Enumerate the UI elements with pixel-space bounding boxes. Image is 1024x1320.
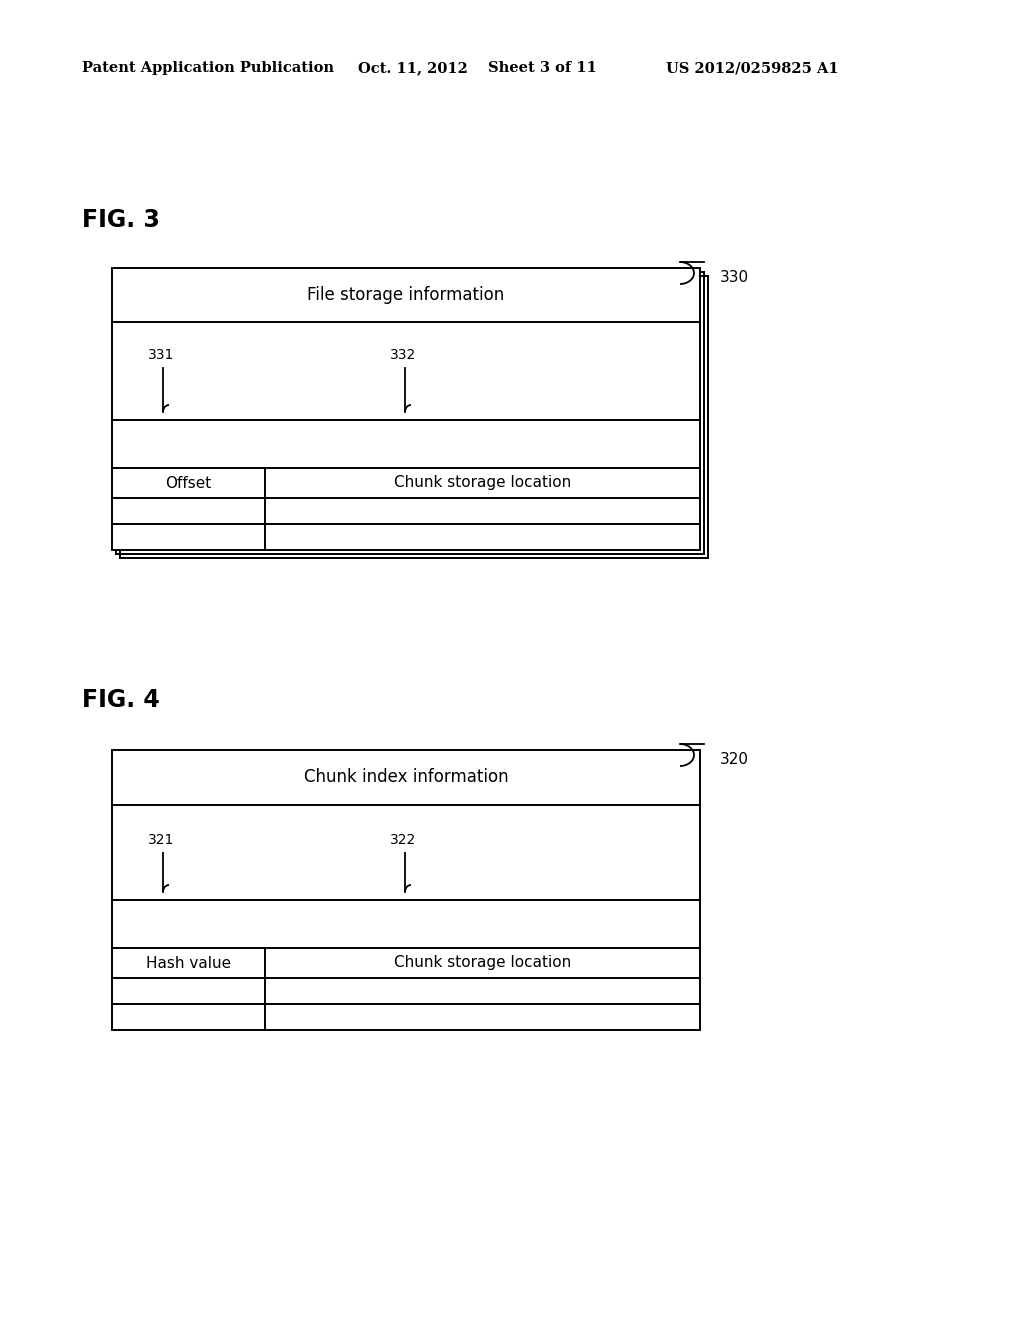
Text: Sheet 3 of 11: Sheet 3 of 11	[488, 61, 597, 75]
Text: 321: 321	[148, 833, 174, 847]
Bar	[112, 268, 700, 550]
Text: 331: 331	[148, 348, 174, 362]
Text: File storage information: File storage information	[307, 286, 505, 304]
Text: Oct. 11, 2012: Oct. 11, 2012	[358, 61, 468, 75]
Text: Chunk storage location: Chunk storage location	[394, 475, 571, 491]
Text: Patent Application Publication: Patent Application Publication	[82, 61, 334, 75]
Text: Hash value: Hash value	[146, 956, 231, 970]
Text: 332: 332	[390, 348, 416, 362]
Text: 322: 322	[390, 833, 416, 847]
Text: FIG. 4: FIG. 4	[82, 688, 160, 711]
Text: 330: 330	[720, 271, 750, 285]
Bar	[112, 750, 700, 1030]
Text: Chunk storage location: Chunk storage location	[394, 956, 571, 970]
Text: US 2012/0259825 A1: US 2012/0259825 A1	[666, 61, 839, 75]
Text: Offset: Offset	[165, 475, 212, 491]
Text: Chunk index information: Chunk index information	[304, 768, 508, 787]
Text: 320: 320	[720, 752, 749, 767]
Text: FIG. 3: FIG. 3	[82, 209, 160, 232]
